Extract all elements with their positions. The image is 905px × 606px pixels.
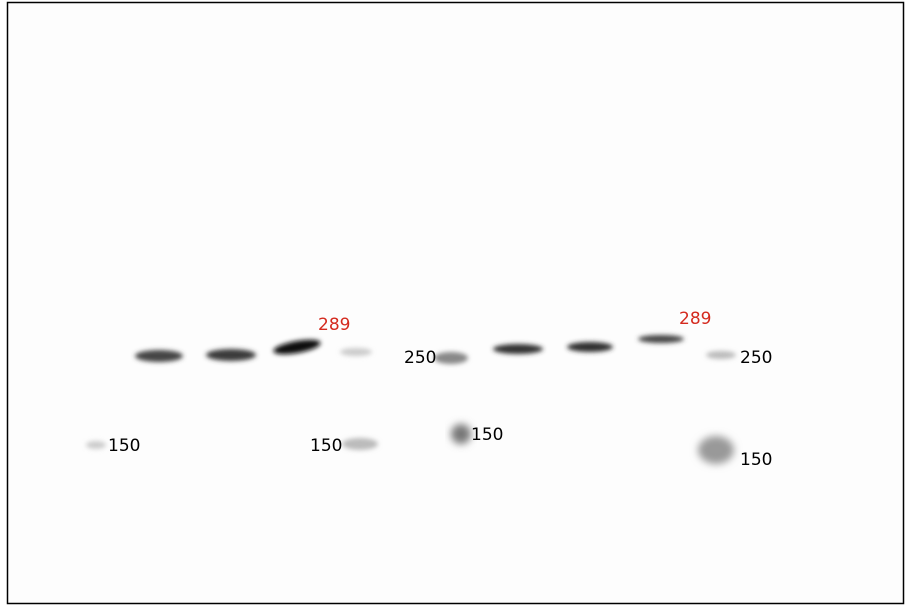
- band: [434, 352, 468, 364]
- blot-image: [0, 0, 905, 606]
- band: [567, 342, 613, 352]
- band: [135, 350, 183, 362]
- marker-band: [86, 441, 106, 449]
- band: [206, 349, 256, 361]
- weight-label: 250: [404, 348, 436, 368]
- weight-label: 150: [310, 436, 342, 456]
- marker-band: [451, 424, 471, 444]
- weight-label: 150: [108, 436, 140, 456]
- weight-label: 289: [318, 315, 350, 335]
- marker-band: [342, 438, 378, 450]
- page: 289 289 250 250 150 150 150 150 (() => {…: [0, 0, 905, 606]
- frame: [8, 3, 904, 604]
- marker-band: [698, 436, 734, 464]
- band: [638, 335, 684, 343]
- weight-label: 289: [679, 309, 711, 329]
- band: [706, 351, 736, 359]
- band: [493, 344, 543, 354]
- weight-label: 250: [740, 348, 772, 368]
- band: [340, 348, 372, 356]
- weight-label: 150: [471, 425, 503, 445]
- weight-label: 150: [740, 450, 772, 470]
